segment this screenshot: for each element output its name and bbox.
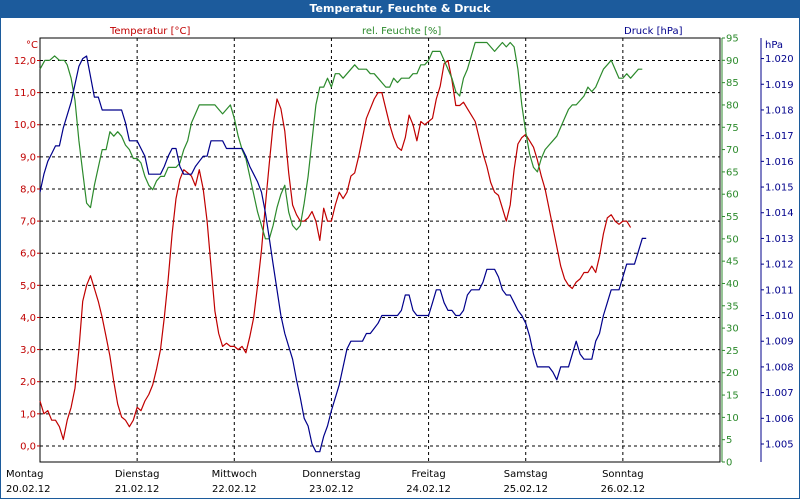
pressure-tick-label: 1.017 xyxy=(765,131,794,142)
pressure-tick-label: 1.006 xyxy=(765,414,794,425)
x-tick-day: Mittwoch xyxy=(212,469,257,480)
x-tick-date: 20.02.12 xyxy=(6,484,51,495)
humidity-tick-label: 35 xyxy=(726,301,739,312)
humidity-tick-label: 75 xyxy=(726,123,739,134)
humidity-tick-label: 40 xyxy=(726,279,739,290)
axes xyxy=(37,37,764,463)
x-tick-day: Montag xyxy=(6,469,43,480)
temperature-tick-label: 1,0 xyxy=(20,409,36,420)
temperature-tick-label: 6,0 xyxy=(20,249,36,260)
chart-title: Temperatur, Feuchte & Druck xyxy=(309,2,491,15)
temperature-tick-label: 11,0 xyxy=(14,88,36,99)
humidity-tick-label: 30 xyxy=(726,324,739,335)
temperature-tick-label: 5,0 xyxy=(20,281,36,292)
x-tick-day: Freitag xyxy=(411,469,445,480)
humidity-tick-label: 55 xyxy=(726,212,739,223)
pressure-tick-label: 1.012 xyxy=(765,260,794,271)
pressure-tick-label: 1.020 xyxy=(765,54,794,65)
chart-title-bar: Temperatur, Feuchte & Druck xyxy=(0,0,800,18)
pressure-tick-label: 1.008 xyxy=(765,362,794,373)
humidity-tick-label: 45 xyxy=(726,257,739,268)
plot-area-border xyxy=(39,37,721,463)
series-lines xyxy=(39,41,647,453)
pressure-tick-label: 1.016 xyxy=(765,157,794,168)
pressure-tick-label: 1.010 xyxy=(765,311,794,322)
humidity-tick-label: 80 xyxy=(726,100,739,111)
x-tick-day: Sonntag xyxy=(602,469,644,480)
humidity-tick-label: 15 xyxy=(726,391,739,402)
humidity-tick-label: 95 xyxy=(726,34,739,45)
temperature-tick-label: 12,0 xyxy=(14,56,36,67)
temperature-tick-label: 3,0 xyxy=(20,345,36,356)
x-tick-date: 22.02.12 xyxy=(212,484,257,495)
x-tick-day: Donnerstag xyxy=(302,469,360,480)
humidity-tick-label: 85 xyxy=(726,78,739,89)
temperature-tick-label: 7,0 xyxy=(20,217,36,228)
series-line-humidity xyxy=(39,41,643,240)
pressure-tick-label: 1.014 xyxy=(765,208,794,219)
x-tick-day: Samstag xyxy=(504,469,548,480)
pressure-unit-label: hPa xyxy=(765,40,783,51)
x-tick-date: 26.02.12 xyxy=(601,484,646,495)
x-tick-date: 25.02.12 xyxy=(503,484,548,495)
temperature-tick-label: 10,0 xyxy=(14,120,36,131)
humidity-tick-label: 50 xyxy=(726,234,739,245)
temperature-unit-label: °C xyxy=(26,40,38,51)
humidity-tick-label: 20 xyxy=(726,368,739,379)
temperature-tick-label: 9,0 xyxy=(20,152,36,163)
temperature-tick-label: 8,0 xyxy=(20,184,36,195)
pressure-tick-label: 1.011 xyxy=(765,285,794,296)
temperature-axis-title: Temperatur [°C] xyxy=(109,26,190,37)
series-line-temperature xyxy=(39,59,632,441)
pressure-tick-label: 1.019 xyxy=(765,80,794,91)
humidity-tick-label: 10 xyxy=(726,413,739,424)
x-tick-date: 21.02.12 xyxy=(115,484,160,495)
humidity-tick-label: 60 xyxy=(726,190,739,201)
series-line-pressure xyxy=(39,55,647,453)
x-tick-date: 23.02.12 xyxy=(309,484,354,495)
x-tick-day: Dienstag xyxy=(115,469,160,480)
humidity-tick-label: 0 xyxy=(726,458,732,469)
humidity-tick-label: 25 xyxy=(726,346,739,357)
grid-lines xyxy=(40,38,720,462)
temperature-tick-label: 4,0 xyxy=(20,313,36,324)
pressure-tick-label: 1.005 xyxy=(765,440,794,451)
temperature-tick-label: 2,0 xyxy=(20,377,36,388)
pressure-axis-title: Druck [hPa] xyxy=(624,26,683,37)
pressure-tick-label: 1.007 xyxy=(765,388,794,399)
pressure-tick-label: 1.013 xyxy=(765,234,794,245)
humidity-axis-title: rel. Feuchte [%] xyxy=(362,26,441,37)
pressure-tick-label: 1.009 xyxy=(765,337,794,348)
x-tick-date: 24.02.12 xyxy=(406,484,451,495)
temperature-tick-label: 0,0 xyxy=(20,441,36,452)
humidity-tick-label: 5 xyxy=(726,435,732,446)
pressure-tick-label: 1.018 xyxy=(765,105,794,116)
humidity-tick-label: 90 xyxy=(726,56,739,67)
humidity-tick-label: 70 xyxy=(726,145,739,156)
humidity-tick-label: 65 xyxy=(726,167,739,178)
pressure-tick-label: 1.015 xyxy=(765,183,794,194)
axis-labels: Montag 20.02.12 Dienstag 21.02.12 Mittwoch 22… xyxy=(6,26,794,495)
